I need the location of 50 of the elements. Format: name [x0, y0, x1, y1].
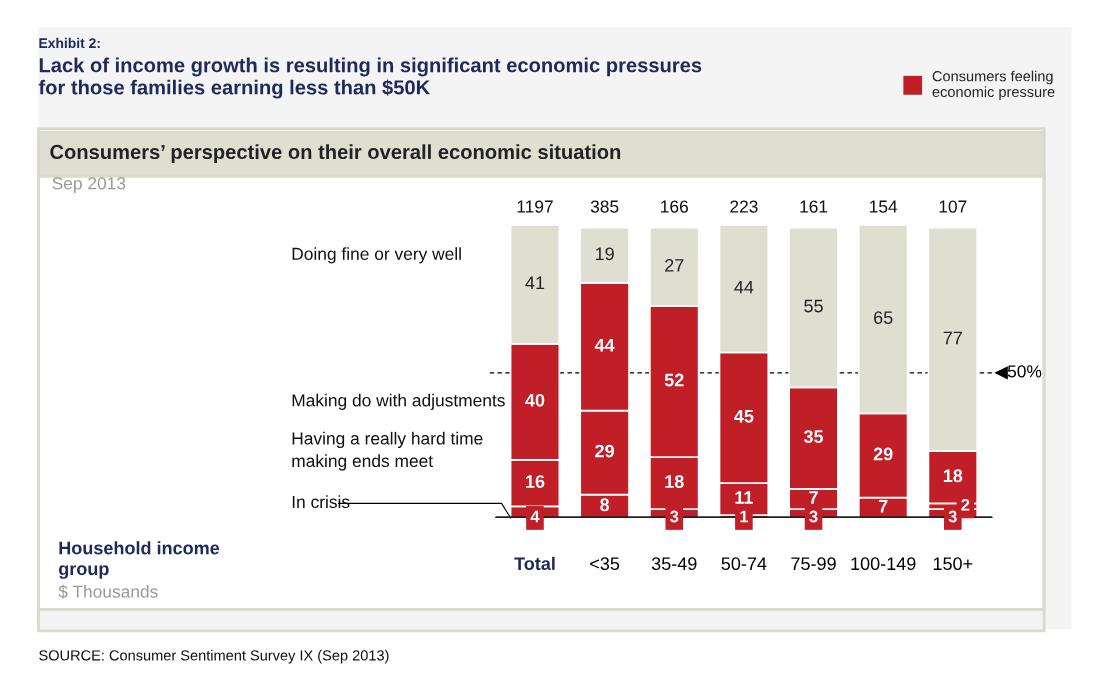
text: 223: [730, 200, 758, 213]
text: Consumers feeling economic pressure: [932, 70, 1055, 100]
data-label: 77: [943, 331, 962, 345]
x-tick-label: 75-99: [791, 557, 836, 571]
data-label: 55: [804, 299, 823, 313]
data-label: 19: [595, 247, 614, 261]
text: 161: [800, 200, 828, 213]
text: 385: [590, 200, 619, 213]
data-label: 44: [594, 338, 615, 352]
data-label: 65: [874, 311, 893, 324]
text: $ Thousands: [58, 584, 158, 599]
x-tick-label: 100-149: [851, 557, 916, 571]
data-label: 41: [525, 276, 545, 290]
data-label: 40: [525, 393, 545, 407]
data-label: 35: [803, 430, 824, 443]
chart-subtitle: Consumers’ perspective on their overall economic situation: [50, 144, 621, 164]
data-label: 18: [943, 469, 963, 483]
data-label: 7: [809, 491, 818, 504]
text: Sep 2013: [52, 177, 126, 193]
data-label: 8: [600, 498, 610, 512]
text: 166: [661, 200, 688, 213]
chart-title: Lack of income growth is resulting in significant economic pressures for those families earning less than $50K: [38, 57, 702, 99]
x-tick-label: Total: [514, 556, 555, 571]
data-label: 29: [595, 444, 614, 458]
data-label: 52: [664, 373, 684, 387]
text: Household income group: [58, 541, 220, 579]
x-tick-label: 150+: [933, 557, 973, 571]
text: 1197: [517, 200, 553, 213]
data-label: 4: [530, 510, 540, 523]
data-label: 11: [735, 491, 753, 504]
text: Exhibit 2:: [39, 37, 100, 49]
data-label: 16: [526, 475, 545, 488]
text: 154: [870, 200, 898, 213]
data-label: 29: [873, 447, 893, 461]
x-tick-label: 35-49: [651, 557, 697, 571]
x-tick-label: <35: [590, 557, 620, 571]
x-tick-label: 50-74: [721, 557, 767, 571]
data-label: 27: [665, 258, 684, 272]
text: In crisis: [292, 495, 350, 509]
data-label: 1: [740, 510, 749, 523]
series-label: Having a really hard time making ends meet: [292, 431, 483, 471]
data-label: 44: [734, 280, 754, 294]
text: Doing fine or very well: [292, 247, 461, 264]
ref-line-label: 50%: [1007, 365, 1042, 378]
series-label: Making do with adjustments: [292, 393, 505, 410]
text: 107: [939, 200, 967, 213]
data-label: 7: [878, 500, 888, 513]
source-note: SOURCE: Consumer Sentiment Survey IX (Sep 2013): [39, 649, 389, 664]
data-label: 45: [734, 410, 754, 423]
data-label: 18: [665, 475, 684, 488]
